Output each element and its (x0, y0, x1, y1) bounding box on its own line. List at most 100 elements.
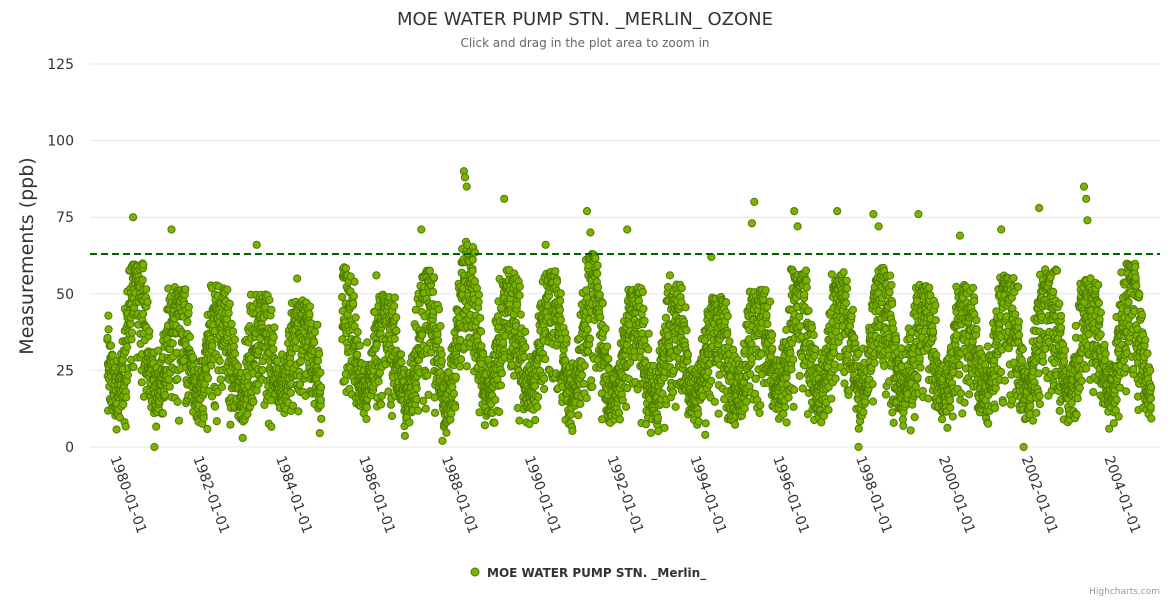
data-point[interactable] (390, 293, 399, 302)
data-point[interactable] (384, 387, 393, 396)
data-point[interactable] (551, 267, 560, 276)
data-point[interactable] (1014, 331, 1024, 340)
data-point[interactable] (664, 331, 673, 340)
data-point[interactable] (948, 412, 957, 421)
data-point[interactable] (456, 335, 465, 344)
data-point[interactable] (436, 322, 445, 331)
data-point[interactable] (123, 371, 133, 380)
data-point[interactable] (790, 385, 799, 394)
data-point[interactable] (213, 388, 222, 397)
data-point[interactable] (809, 330, 818, 340)
plot-area[interactable] (103, 167, 1156, 452)
data-point[interactable] (491, 395, 500, 404)
data-point[interactable] (725, 337, 734, 346)
data-point[interactable] (138, 275, 147, 284)
data-point[interactable] (313, 356, 323, 365)
data-point[interactable] (603, 342, 612, 351)
data-point[interactable] (164, 284, 173, 293)
data-point[interactable] (854, 424, 863, 433)
data-point[interactable] (315, 350, 324, 359)
data-point[interactable] (742, 397, 751, 406)
data-point[interactable] (841, 291, 850, 300)
data-point[interactable] (960, 398, 969, 407)
data-point[interactable] (946, 403, 955, 412)
data-point[interactable] (782, 418, 791, 427)
data-point[interactable] (349, 292, 358, 301)
data-point[interactable] (129, 362, 138, 372)
data-point[interactable] (353, 327, 362, 337)
data-point[interactable] (842, 276, 851, 285)
data-point[interactable] (804, 306, 813, 315)
data-point[interactable] (577, 371, 587, 380)
data-point[interactable] (534, 392, 543, 401)
data-point[interactable] (468, 255, 477, 264)
data-point[interactable] (350, 277, 359, 286)
data-point[interactable] (701, 430, 710, 439)
data-point[interactable] (106, 341, 116, 350)
data-point[interactable] (579, 379, 588, 388)
data-point[interactable] (910, 413, 919, 422)
data-point[interactable] (258, 366, 267, 375)
data-point[interactable] (970, 297, 979, 306)
data-point[interactable] (796, 322, 805, 331)
data-point[interactable] (638, 287, 647, 297)
data-point[interactable] (766, 297, 775, 306)
data-point[interactable] (585, 334, 595, 343)
data-point[interactable] (199, 413, 208, 423)
data-point[interactable] (104, 325, 113, 334)
data-point[interactable] (780, 403, 790, 412)
data-point[interactable] (267, 305, 276, 314)
data-point[interactable] (316, 395, 325, 404)
data-point[interactable] (811, 345, 820, 354)
data-point[interactable] (425, 266, 434, 275)
data-point[interactable] (390, 334, 399, 343)
data-point[interactable] (288, 401, 298, 410)
data-point[interactable] (997, 367, 1006, 377)
data-point[interactable] (238, 433, 247, 443)
data-point[interactable] (438, 436, 447, 445)
data-point[interactable] (723, 329, 732, 338)
data-point[interactable] (340, 376, 349, 385)
data-point[interactable] (208, 341, 217, 351)
data-point[interactable] (390, 302, 399, 311)
data-point[interactable] (521, 327, 530, 336)
data-point[interactable] (474, 290, 483, 299)
data-point[interactable] (207, 392, 217, 401)
data-point[interactable] (593, 269, 602, 278)
data-point[interactable] (533, 402, 542, 411)
data-point[interactable] (387, 411, 397, 421)
data-point[interactable] (181, 285, 190, 294)
data-point[interactable] (802, 283, 811, 292)
data-point[interactable] (474, 297, 483, 307)
data-point[interactable] (972, 316, 981, 325)
data-point[interactable] (154, 346, 163, 355)
data-point[interactable] (881, 390, 891, 399)
data-point[interactable] (840, 379, 849, 388)
data-point[interactable] (1026, 402, 1035, 411)
data-point[interactable] (179, 356, 188, 365)
data-point[interactable] (377, 400, 386, 409)
data-point[interactable] (827, 394, 836, 403)
data-point[interactable] (457, 355, 466, 364)
data-point[interactable] (938, 415, 947, 424)
data-point[interactable] (353, 350, 362, 359)
data-point[interactable] (925, 283, 934, 292)
data-point[interactable] (1014, 317, 1024, 326)
data-point[interactable] (768, 344, 777, 353)
data-point[interactable] (991, 404, 1000, 413)
data-point[interactable] (203, 374, 213, 383)
data-point[interactable] (707, 376, 716, 385)
data-point[interactable] (152, 422, 161, 431)
data-point[interactable] (763, 319, 772, 329)
data-point[interactable] (576, 399, 585, 408)
data-point[interactable] (123, 342, 132, 352)
data-point[interactable] (622, 402, 631, 411)
data-point[interactable] (913, 373, 922, 382)
data-point[interactable] (795, 312, 804, 321)
data-point[interactable] (870, 358, 879, 368)
data-point[interactable] (377, 391, 386, 400)
data-point[interactable] (615, 415, 625, 424)
data-point[interactable] (423, 371, 432, 380)
data-point[interactable] (899, 421, 908, 430)
data-point[interactable] (640, 336, 649, 345)
